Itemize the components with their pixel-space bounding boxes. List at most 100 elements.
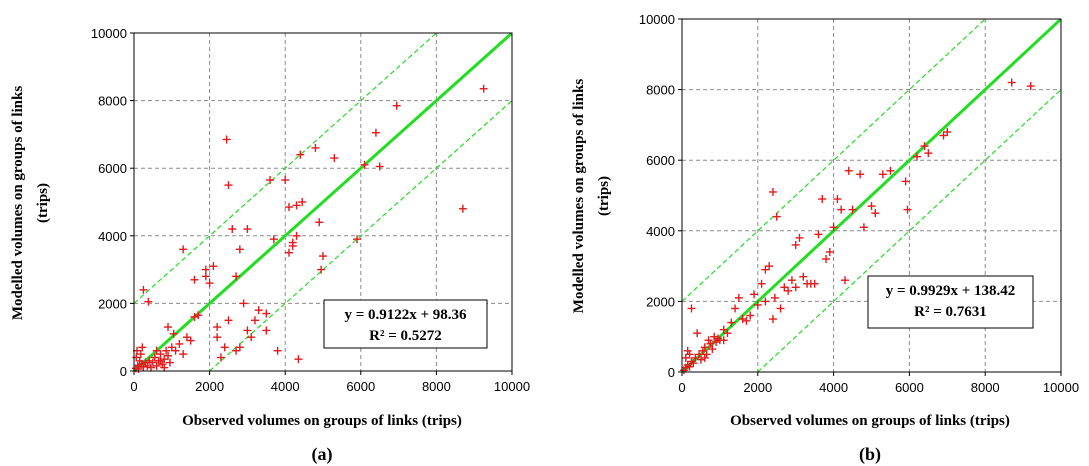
y-tick-label: 8000 [98,94,127,109]
data-point [787,276,796,285]
y-tick-label: 10000 [639,12,675,27]
data-point [392,101,401,110]
data-point [829,223,838,232]
y-tick-label: 2000 [646,294,675,309]
y-tick-label: 0 [120,364,127,379]
data-point [294,355,303,364]
data-point [317,265,326,274]
x-tick-label: 6000 [895,380,924,395]
data-point [148,358,157,367]
data-point [704,336,713,345]
reference-line-lower [757,89,1061,372]
data-point [818,195,827,204]
data-point [753,300,762,309]
data-point [765,262,774,271]
data-point [292,201,301,210]
data-point [222,135,231,144]
x-tick-label: 8000 [971,380,1000,395]
data-point [710,332,719,341]
data-point [903,205,912,214]
y-axis-label: Modelled volumes on groups of links [571,79,587,314]
data-point [691,353,700,362]
data-point [859,223,868,232]
data-point [284,248,293,257]
y-axis-label: Modelled volumes on groups of links [10,86,26,321]
data-point [901,177,910,186]
data-point [135,356,144,365]
x-axis-label: Observed volumes on groups of links (tri… [730,413,1010,429]
data-point [281,176,290,185]
panel-label: (a) [312,444,333,465]
data-point [292,231,301,240]
data-point [689,359,698,368]
data-point [213,323,222,332]
data-point [825,247,834,256]
data-point [770,293,779,302]
data-point [239,299,248,308]
x-tick-label: 10000 [494,379,530,394]
reference-line-upper [682,19,986,302]
data-point [141,358,150,367]
data-point [152,361,161,370]
x-tick-label: 10000 [1043,380,1079,395]
data-point [791,240,800,249]
x-tick-label: 0 [130,379,137,394]
data-point [685,362,694,371]
data-point [269,235,278,244]
data-point [799,272,808,281]
data-point [224,181,233,190]
data-point [330,154,339,163]
data-point [296,150,305,159]
data-point [746,311,755,320]
chart-panel-a: 0 2000 4000 6000 8000 10000 0 2000 4000 6000 8000 1… [10,26,530,465]
data-point [152,346,161,355]
data-point [298,198,307,206]
data-point [136,350,145,359]
data-point [288,241,297,250]
data-point [696,355,705,364]
r-squared-value: R² = 0.5272 [369,328,442,344]
data-point [683,346,692,355]
data-point [685,350,694,359]
data-point [840,276,849,285]
data-point [213,333,222,342]
regression-box [867,275,1034,329]
data-point [458,204,467,213]
y-axis-label-unit: (trips) [35,183,51,223]
x-tick-label: 2000 [743,380,772,395]
data-point [156,356,165,365]
data-point [700,343,709,352]
data-point [700,353,709,362]
data-point [912,152,921,161]
regression-box [323,299,488,349]
data-point [687,304,696,313]
data-point [757,279,766,288]
data-point [681,353,690,362]
reference-line-upper [134,33,437,304]
data-point [266,176,275,185]
data-point [844,166,853,175]
data-point [695,350,704,359]
data-point [833,195,842,204]
y-tick-label: 0 [668,365,675,380]
panel-label: (b) [859,444,881,465]
data-point [772,212,781,221]
chart-panel-b: 0 2000 4000 6000 8000 10000 0 2000 4000 6000 8000 1… [571,12,1079,465]
data-point [144,297,153,306]
data-point [371,128,380,137]
data-point [939,131,948,140]
data-point [791,283,800,292]
identity-line [682,19,1061,372]
data-point [687,357,696,366]
data-point [886,166,895,175]
data-point [250,316,259,325]
data-point [164,323,173,332]
data-point [182,333,191,342]
x-tick-label: 0 [678,380,685,395]
data-point [727,318,736,327]
y-tick-label: 2000 [98,296,127,311]
y-tick-label: 4000 [646,224,675,239]
data-point [284,203,293,212]
y-tick-label: 8000 [646,83,675,98]
data-point [768,315,777,324]
